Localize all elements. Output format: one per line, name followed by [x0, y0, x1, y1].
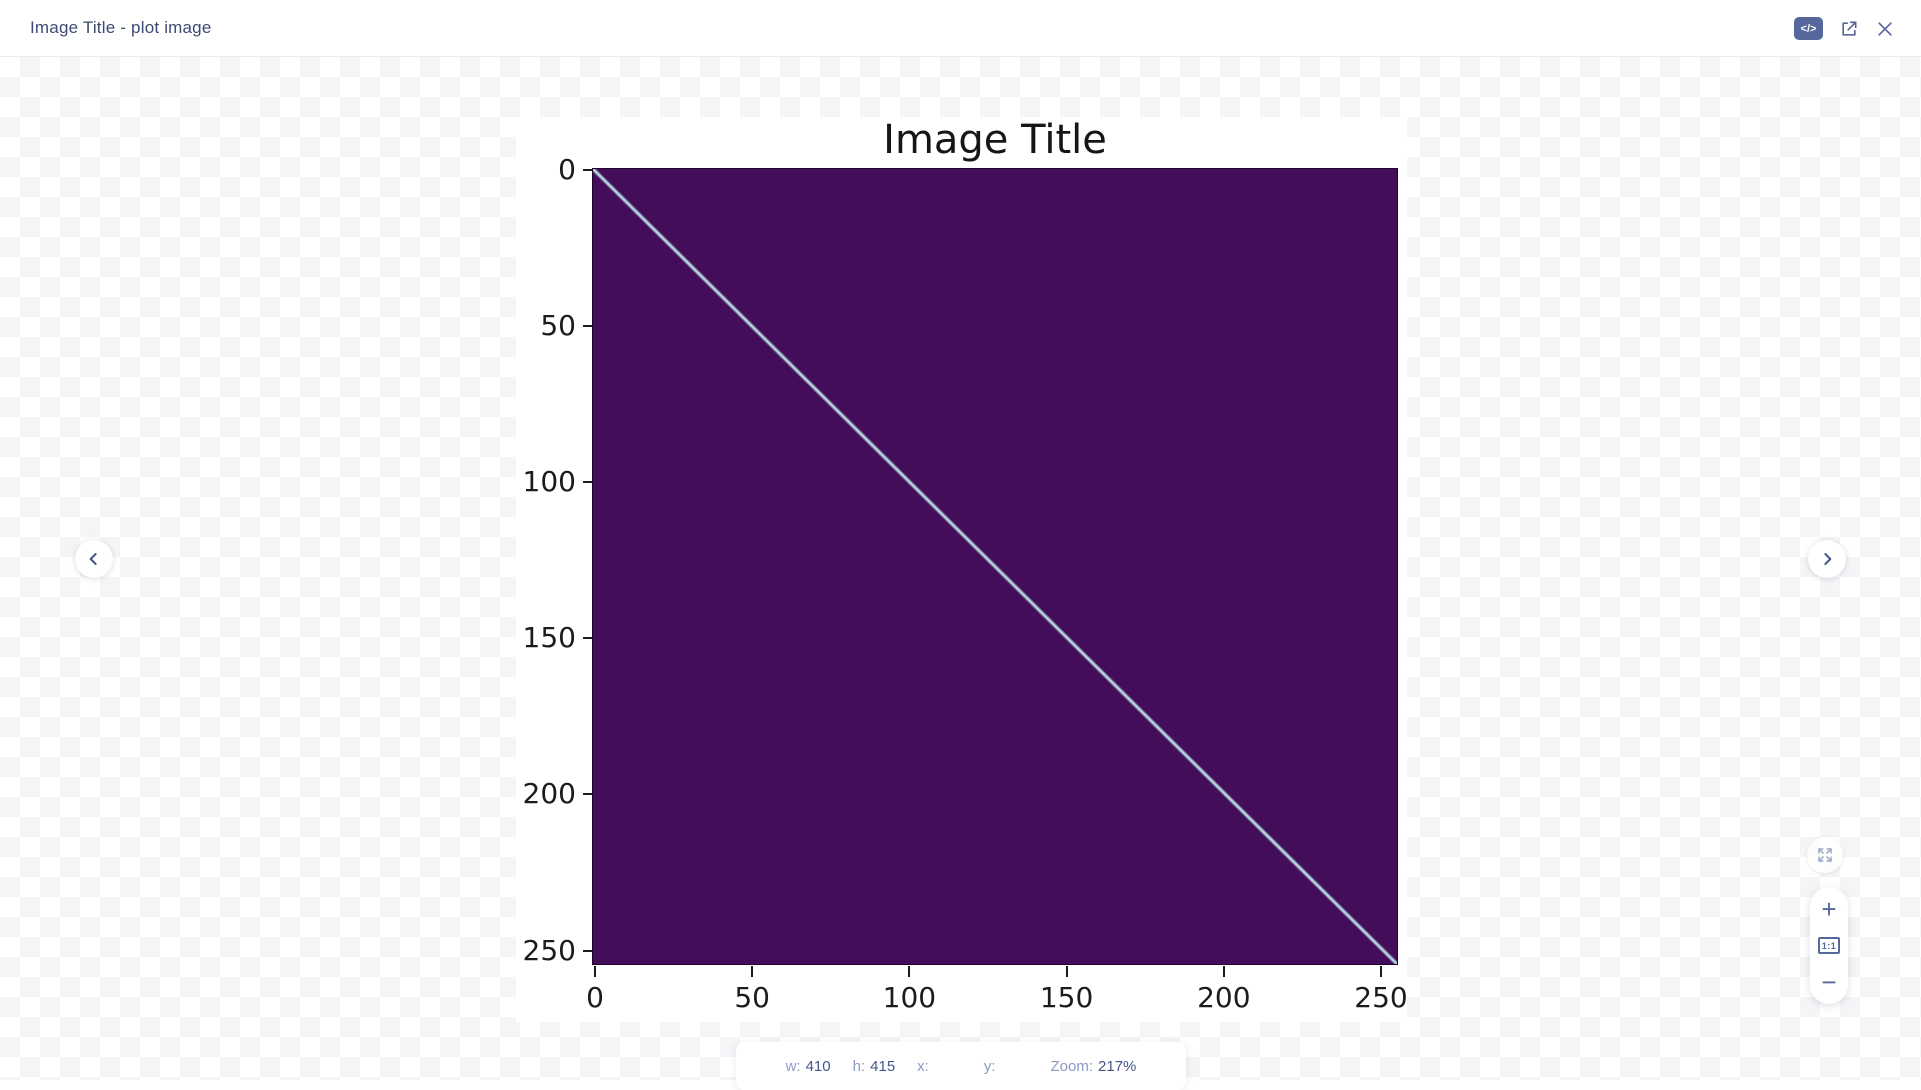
- y-tick-label: 0: [558, 153, 576, 186]
- x-tick-mark: [751, 966, 754, 977]
- y-tick-label: 200: [522, 777, 576, 811]
- status-x: x:: [917, 1057, 929, 1075]
- status-bar: w: 410 h: 415 x: y: Zoom: 217%: [736, 1042, 1186, 1090]
- y-tick-mark: [583, 637, 592, 640]
- plot-image[interactable]: Image Title 0 50 100 150 200 250 0 50 10…: [516, 117, 1408, 1022]
- x-tick-label: 200: [1197, 981, 1251, 1014]
- status-y: y:: [983, 1057, 996, 1075]
- chevron-left-icon: [89, 553, 97, 565]
- y-tick-label: 50: [540, 309, 576, 343]
- x-tick-label: 150: [1039, 981, 1094, 1014]
- open-external-icon[interactable]: [1839, 19, 1859, 39]
- y-tick-label: 150: [522, 621, 576, 655]
- fullscreen-button[interactable]: [1807, 837, 1843, 873]
- window-title: Image Title - plot image: [30, 18, 212, 37]
- x-tick-label: 0: [586, 981, 604, 1014]
- y-tick-mark: [583, 169, 592, 171]
- status-width: w: 410: [785, 1057, 831, 1075]
- zoom-controls: + 1:1 −: [1810, 887, 1848, 1004]
- y-tick-label: 100: [522, 465, 576, 499]
- y-tick-mark: [583, 325, 592, 328]
- x-tick-mark: [908, 966, 911, 977]
- x-tick-mark: [1380, 966, 1382, 977]
- prev-image-button[interactable]: [75, 540, 113, 578]
- chevron-right-icon: [1824, 553, 1832, 565]
- x-tick-label: 100: [882, 981, 937, 1014]
- zoom-out-button[interactable]: −: [1810, 966, 1848, 998]
- heatmap-area: [592, 168, 1398, 965]
- code-glyph: </>: [1800, 22, 1817, 35]
- status-height: h: 415: [852, 1057, 896, 1075]
- expand-icon: [1818, 848, 1832, 862]
- x-tick-label: 50: [734, 981, 770, 1014]
- code-view-icon[interactable]: </>: [1794, 17, 1823, 40]
- minus-icon: −: [1821, 967, 1837, 997]
- zoom-reset-button[interactable]: 1:1: [1810, 930, 1848, 962]
- y-tick-label: 250: [522, 933, 576, 967]
- titlebar-actions: </>: [1794, 0, 1895, 57]
- plus-icon: +: [1821, 894, 1837, 924]
- next-image-button[interactable]: [1808, 540, 1846, 578]
- y-tick-mark: [583, 949, 592, 952]
- window-titlebar: Image Title - plot image </>: [0, 0, 1921, 57]
- one-to-one-icon: 1:1: [1818, 937, 1840, 954]
- x-tick-mark: [594, 966, 596, 977]
- diagonal-line: [593, 169, 1397, 964]
- y-tick-mark: [583, 481, 592, 484]
- status-zoom: Zoom: 217%: [1050, 1057, 1137, 1075]
- x-tick-label: 250: [1354, 981, 1408, 1014]
- y-tick-mark: [583, 793, 592, 796]
- zoom-in-button[interactable]: +: [1810, 893, 1848, 925]
- x-tick-mark: [1065, 966, 1068, 977]
- viewer-canvas: Image Title 0 50 100 150 200 250 0 50 10…: [0, 57, 1921, 1090]
- x-tick-mark: [1222, 966, 1225, 977]
- close-icon[interactable]: [1875, 19, 1895, 39]
- plot-title: Image Title: [883, 117, 1107, 163]
